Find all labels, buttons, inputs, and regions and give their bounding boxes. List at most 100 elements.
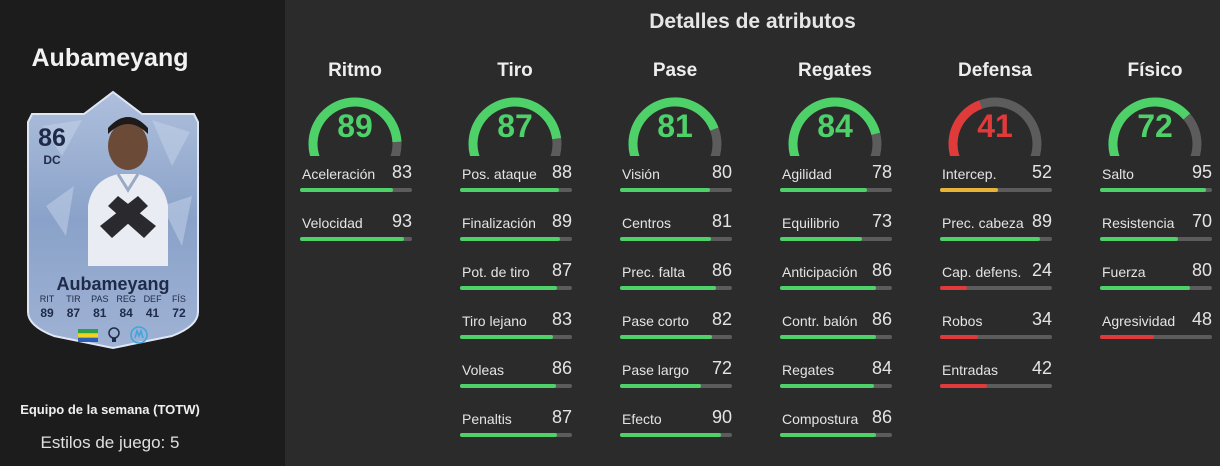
category-title: Defensa [958,60,1032,81]
attribute-bar [460,335,572,339]
attribute-row: Pot. de tiro 87 [460,258,572,298]
category-ritmo: Ritmo 89 [290,60,420,156]
attribute-name: Pos. ataque [462,166,537,182]
attribute-name: Salto [1102,166,1134,182]
attribute-value: 89 [1031,211,1052,231]
attribute-value: 89 [551,211,572,231]
attribute-bar-fill [940,335,979,339]
card-stat-value: 87 [66,306,81,320]
player-name-heading: Aubameyang [31,44,189,72]
league-logo-icon [108,327,120,342]
attribute-bar [460,384,572,388]
attribute-bar-fill [460,237,560,241]
attribute-bar-fill [780,237,862,241]
attribute-row: Centros 81 [620,209,732,249]
attribute-name: Pase corto [622,313,689,329]
category-gauge: 84 [780,88,890,156]
attribute-bar-fill [620,237,711,241]
attribute-bar [1100,237,1212,241]
attribute-row: Equilibrio 73 [780,209,892,249]
attribute-bar-fill [300,188,393,192]
attribute-name: Efecto [622,411,662,427]
attribute-bar-fill [460,433,558,437]
attribute-bar [940,335,1052,339]
attribute-value: 87 [551,260,572,280]
card-player-name: Aubameyang [56,274,170,294]
gauge-value: 41 [977,108,1013,144]
category-gauge: 72 [1100,88,1210,156]
attribute-row: Intercep. 52 [940,160,1052,200]
attribute-row: Tiro lejano 83 [460,307,572,347]
attribute-name: Agresividad [1102,313,1176,329]
card-stat-value: 81 [93,306,107,320]
nation-flag-icon [78,328,98,342]
attribute-bar-fill [780,188,868,192]
attribute-row: Fuerza 80 [1100,258,1212,298]
attribute-value: 86 [871,309,892,329]
attribute-bar [940,188,1052,192]
attribute-value: 87 [551,407,572,427]
category-title: Tiro [497,60,533,81]
attribute-bar-fill [940,384,988,388]
attribute-bar-fill [1100,237,1179,241]
attribute-row: Aceleración 83 [300,160,412,200]
attribute-bar [620,188,732,192]
category-title: Pase [652,60,698,81]
player-card[interactable]: 86 DC Aubameyang RIT 89 TIR 87 PAS 81 REG 84 DEF… [22,86,204,350]
card-stat-label: FÍS [171,294,186,304]
attribute-value: 84 [871,358,892,378]
attribute-value: 83 [391,162,412,182]
playstyles-count[interactable]: Estilos de juego: 5 [40,433,180,452]
category-regates: Regates 84 [770,60,900,156]
club-crest-icon [130,326,148,344]
attribute-value: 70 [1191,211,1212,231]
category-gauge: 89 [300,88,410,156]
attribute-bar [1100,335,1212,339]
attribute-bar [620,335,732,339]
page-title: Detalles de atributos [649,10,856,33]
attribute-row: Prec. falta 86 [620,258,732,298]
attribute-value: 80 [1191,260,1212,280]
card-stat-label: PAS [91,294,109,304]
attribute-name: Contr. balón [782,313,858,329]
gauge-fill [788,97,881,156]
attribute-name: Prec. cabeza [942,215,1024,231]
card-stat-label: RIT [39,294,55,304]
card-rating: 86 [38,124,66,152]
gauge-value: 89 [337,108,373,144]
attribute-bar [780,188,892,192]
attribute-bar-fill [1100,335,1154,339]
attribute-row: Robos 34 [940,307,1052,347]
category-defensa: Defensa 41 [930,60,1060,156]
attribute-bar [780,335,892,339]
attribute-row: Prec. cabeza 89 [940,209,1052,249]
attribute-row: Resistencia 70 [1100,209,1212,249]
attribute-bar [1100,286,1212,290]
card-stat-value: 89 [40,306,54,320]
card-stat-value: 41 [145,306,160,320]
attribute-bar-fill [620,384,701,388]
card-stat-value: 72 [172,306,186,320]
attribute-value: 52 [1031,162,1052,182]
attribute-row: Pase corto 82 [620,307,732,347]
attribute-row: Efecto 90 [620,405,732,445]
attribute-name: Prec. falta [622,264,686,280]
attribute-row: Cap. defens. 24 [940,258,1052,298]
attribute-bar-fill [780,335,877,339]
attribute-value: 78 [871,162,892,182]
attribute-value: 73 [871,211,892,231]
card-stat: TIR 87 [60,294,86,320]
attribute-bar-fill [780,286,877,290]
player-photo [88,117,168,266]
attribute-value: 86 [871,407,892,427]
attribute-name: Regates [782,362,835,378]
attribute-value: 81 [711,211,732,231]
card-position: DC [43,153,61,167]
card-stat: RIT 89 [34,294,60,320]
attribute-bar-fill [1100,286,1190,290]
attribute-value: 90 [711,407,732,427]
attribute-bar [940,286,1052,290]
attribute-name: Robos [942,313,983,329]
attribute-bar-fill [1100,188,1207,192]
attribute-bar-fill [780,433,877,437]
